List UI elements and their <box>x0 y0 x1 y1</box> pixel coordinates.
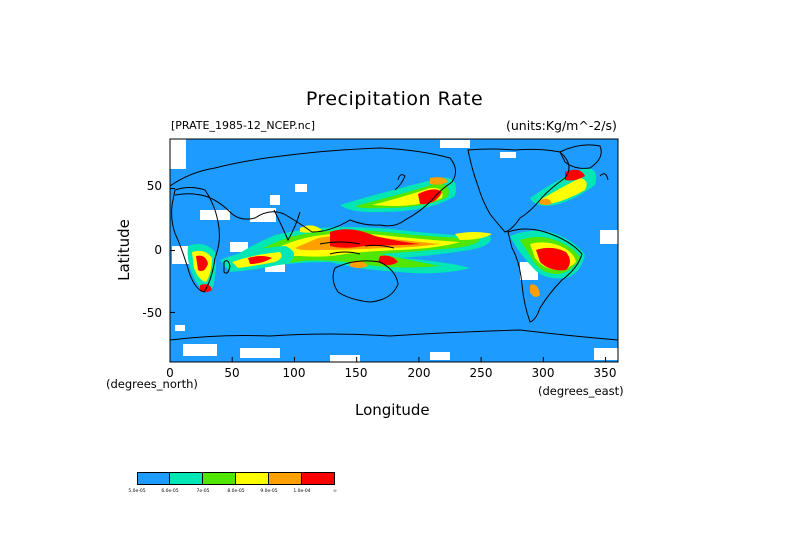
south-america-field <box>510 230 585 297</box>
legend-label: ∞ <box>333 489 337 494</box>
legend-swatch <box>203 472 236 485</box>
level-6-region <box>418 189 442 205</box>
legend-label: 9.0e-05 <box>260 489 278 494</box>
missing-patch <box>170 139 186 169</box>
missing-patch <box>250 208 276 222</box>
coastlines <box>169 144 619 341</box>
legend-label: 6.0e-05 <box>161 489 179 494</box>
x-tick-label: 0 <box>166 366 174 380</box>
level-4-region <box>530 284 540 297</box>
missing-patch <box>240 348 280 358</box>
x-tick-label: 100 <box>282 366 306 380</box>
indian-ocean-field <box>220 246 294 272</box>
level-5-region <box>540 198 552 205</box>
level-6-region <box>565 169 585 181</box>
indonesia-coast <box>319 241 395 255</box>
missing-patch <box>594 348 618 360</box>
missing-patch <box>330 355 360 362</box>
x-tick-label: 200 <box>407 366 431 380</box>
dataset-label: [PRATE_1985-12_NCEP.nc] <box>171 119 316 132</box>
x-tick-label: 50 <box>224 366 240 380</box>
missing-patch <box>500 152 516 158</box>
madagascar-coast <box>223 260 231 274</box>
eurasia-coast <box>169 147 456 233</box>
australia-coast <box>332 260 399 303</box>
x-tick-label: 150 <box>344 366 368 380</box>
missing-patch <box>270 195 280 205</box>
legend-label: 1.0e-04 <box>293 489 311 494</box>
north-pacific-band <box>340 177 456 213</box>
north-america-coast <box>467 148 570 233</box>
units-label: (units:Kg/m^-2/s) <box>506 118 617 133</box>
missing-patch <box>183 344 217 356</box>
legend-label: 5.0e-05 <box>128 489 146 494</box>
level-4-region <box>540 178 587 204</box>
missing-patch <box>230 242 248 252</box>
greenland-coast <box>559 144 602 169</box>
level-3-region <box>455 232 492 240</box>
y-tick-label: 50 <box>146 179 162 193</box>
level-6-region <box>196 255 208 272</box>
level-4-region <box>430 177 448 185</box>
legend-swatch <box>302 472 335 485</box>
level-6-region <box>378 255 398 265</box>
x-axis-units: (degrees_east) <box>538 384 624 398</box>
level-5-region <box>350 260 368 268</box>
missing-patch <box>600 230 618 244</box>
y-tick-label: -50 <box>142 306 162 320</box>
map-title: Precipitation Rate <box>305 88 484 110</box>
north-atlantic-field <box>530 168 597 206</box>
missing-patch <box>295 184 307 192</box>
axis-ticks <box>169 188 607 362</box>
y-tick-label: 0 <box>154 243 162 257</box>
precipitation-fields <box>170 139 618 362</box>
missing-patch <box>430 352 450 360</box>
x-axis-title: Longitude <box>355 401 430 419</box>
x-tick-label: 350 <box>593 366 617 380</box>
legend-label: 8.0e-05 <box>227 489 245 494</box>
x-tick-label: 250 <box>469 366 493 380</box>
y-axis-title: Latitude <box>115 219 133 281</box>
india-coast <box>273 209 301 242</box>
missing-patch <box>200 210 230 220</box>
uk-coast <box>599 173 609 181</box>
x-tick-label: 300 <box>531 366 555 380</box>
level-6-region <box>536 247 570 271</box>
legend-swatch <box>269 472 302 485</box>
missing-patch <box>440 140 470 148</box>
missing-patch <box>175 325 185 331</box>
legend-swatch <box>137 472 170 485</box>
antarctica-coast <box>169 329 619 341</box>
africa-coast <box>171 187 220 293</box>
japan-coast <box>394 174 406 191</box>
legend-swatch <box>236 472 269 485</box>
legend-swatch <box>170 472 203 485</box>
y-axis-units: (degrees_north) <box>106 377 198 391</box>
color-legend <box>137 472 335 485</box>
level-6-region <box>248 256 272 264</box>
south-america-coast <box>507 228 583 323</box>
legend-label: 7e-05 <box>196 489 210 494</box>
